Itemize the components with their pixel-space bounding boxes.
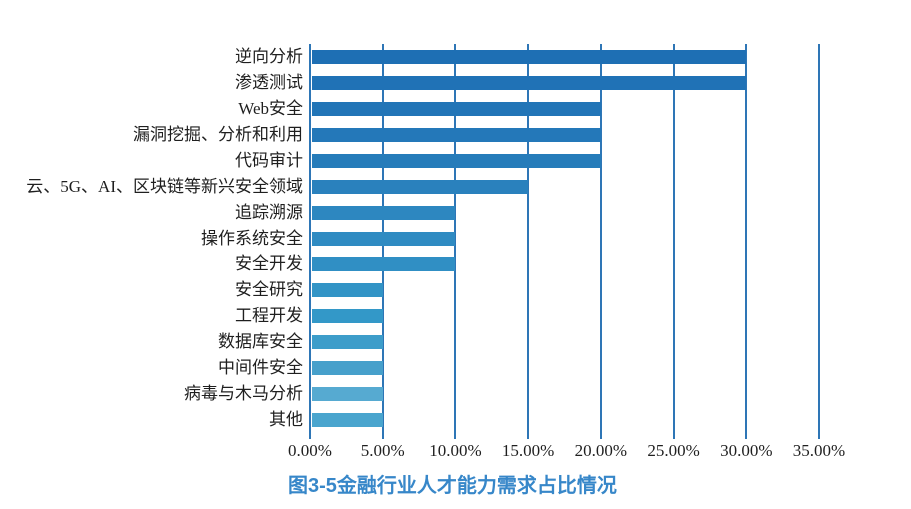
bar	[312, 127, 601, 142]
bar	[312, 205, 456, 220]
bar	[312, 153, 601, 168]
x-tick-label: 10.00%	[429, 441, 482, 460]
chart-caption: 图3-5金融行业人才能力需求占比情况	[288, 475, 617, 497]
gridline	[818, 44, 820, 439]
x-tick-label: 15.00%	[501, 441, 555, 460]
x-tick-label: 0.00%	[288, 441, 332, 460]
bar	[312, 179, 529, 194]
category-label: 数据库安全	[218, 332, 303, 352]
gridline	[527, 44, 530, 439]
x-tick-label: 35.00%	[792, 441, 846, 460]
category-axis: 逆向分析渗透测试 Web安全漏洞挖掘、分析和利用代码审计云、5G、AI、区块链等新…	[0, 44, 303, 433]
category-label: 操作系统安全	[201, 228, 303, 248]
plot-area	[309, 44, 820, 439]
bar	[312, 231, 456, 246]
bar	[312, 335, 383, 350]
gridline	[309, 44, 311, 439]
value-axis: 0.00% 5.00% 10.00% 15.00% 20.00% 25.00% 30.00%…	[0, 441, 911, 463]
category-label: 安全研究	[235, 280, 303, 300]
category-label: 其他	[269, 410, 303, 430]
x-tick-label: 5.00%	[360, 441, 405, 460]
category-label: 渗透测试	[235, 72, 303, 92]
x-tick-label: 20.00%	[574, 441, 628, 460]
category-label: 云、5G、AI、区块链等新兴安全领域	[26, 176, 303, 196]
bar	[312, 49, 747, 64]
gridline	[745, 44, 748, 439]
bar	[312, 101, 601, 116]
category-label: 病毒与木马分析	[184, 384, 303, 404]
gridline	[454, 44, 457, 439]
category-label: 中间件安全	[218, 358, 303, 378]
bar	[312, 257, 456, 272]
category-label: Web安全	[238, 98, 303, 118]
bar	[312, 309, 383, 324]
bar	[312, 283, 383, 298]
category-label: 逆向分析	[235, 47, 303, 66]
category-label: 代码审计	[235, 150, 303, 170]
gridline	[599, 44, 602, 439]
bar	[312, 413, 383, 428]
x-tick-label: 30.00%	[720, 441, 773, 460]
category-label: 追踪溯源	[235, 202, 303, 222]
bar	[312, 75, 747, 90]
category-label: 漏洞挖掘、分析和利用	[133, 124, 303, 144]
category-label: 工程开发	[235, 306, 303, 326]
x-tick-label: 25.00%	[647, 441, 700, 460]
bar	[312, 387, 383, 402]
category-label: 安全开发	[235, 254, 303, 274]
bar	[312, 361, 383, 376]
gridline	[672, 44, 675, 439]
